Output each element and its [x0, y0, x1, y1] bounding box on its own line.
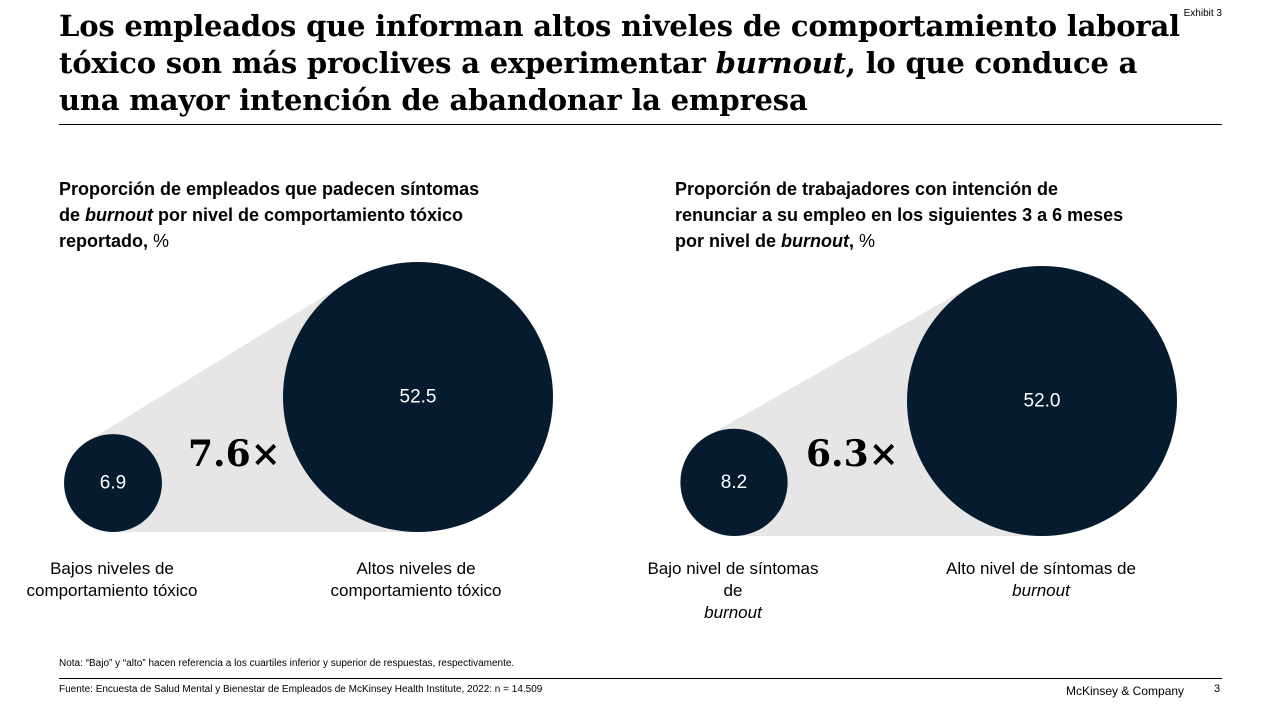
chart2-subtitle-text-1: Proporción de trabajadores con intención…: [675, 179, 1124, 251]
chart1-subtitle-text-2: por nivel de comportamiento tóxico repor…: [59, 205, 464, 251]
chart2-large-label: Alto nivel de síntomas de burnout: [946, 558, 1136, 602]
title-text-1: Los empleados que informan altos niveles…: [59, 9, 1180, 80]
chart2-subtitle-unit: %: [859, 231, 876, 251]
chart2-subtitle-text-2: ,: [849, 231, 860, 251]
chart1-small-bubble: [64, 434, 162, 532]
chart2-small-bubble: [680, 428, 788, 536]
chart1-subtitle-text-1: Proporción de empleados que padecen sínt…: [59, 179, 480, 225]
title-text-2: , lo que conduce a una mayor intención d…: [59, 46, 1138, 117]
chart1-subtitle-emphasis: burnout: [85, 205, 153, 225]
chart2-small-value-label: 8.2: [721, 472, 747, 493]
chart2-large-value-label: 52.0: [1024, 391, 1061, 412]
title-divider: [59, 124, 1222, 125]
chart1-large-bubble: [283, 262, 553, 532]
chart1-small-label-text: Bajos niveles de comportamiento tóxico: [26, 559, 198, 600]
chart1-multiplier: 7.6×: [188, 433, 281, 475]
chart1-small-label: Bajos niveles de comportamiento tóxico: [22, 558, 202, 602]
chart2-subtitle: Proporción de trabajadores con intención…: [675, 176, 1145, 254]
chart2-small-label: Bajo nivel de síntomas de burnout: [643, 558, 823, 624]
chart2-subtitle-emphasis: burnout: [781, 231, 850, 251]
footer-note: Nota: “Bajo” y “alto” hacen referencia a…: [59, 658, 515, 669]
title-emphasis: burnout: [715, 46, 846, 80]
footer-brand: McKinsey & Company: [1066, 684, 1185, 698]
chart1-subtitle: Proporción de empleados que padecen sínt…: [59, 176, 489, 254]
page-number: 3: [1214, 683, 1221, 695]
chart1-small-value-label: 6.9: [100, 473, 126, 494]
chart2-multiplier: 6.3×: [806, 433, 899, 475]
chart2-small-label-text: Bajo nivel de síntomas de: [647, 559, 819, 600]
chart2-large-label-emphasis: burnout: [1012, 581, 1070, 600]
chart2-large-label-text: Alto nivel de síntomas de: [946, 559, 1136, 578]
exhibit-label: Exhibit 3: [1183, 8, 1222, 19]
chart1-large-label-text: Altos niveles de comportamiento tóxico: [330, 559, 502, 600]
chart2-large-bubble: [907, 266, 1177, 536]
chart1-subtitle-unit: %: [153, 231, 170, 251]
chart2-small-label-emphasis: burnout: [704, 603, 762, 622]
footer-divider: [59, 678, 1222, 679]
chart1-large-value-label: 52.5: [400, 387, 437, 408]
page-title: Los empleados que informan altos niveles…: [59, 8, 1189, 119]
chart1-large-label: Altos niveles de comportamiento tóxico: [326, 558, 506, 602]
footer-source: Fuente: Encuesta de Salud Mental y Biene…: [59, 684, 543, 695]
